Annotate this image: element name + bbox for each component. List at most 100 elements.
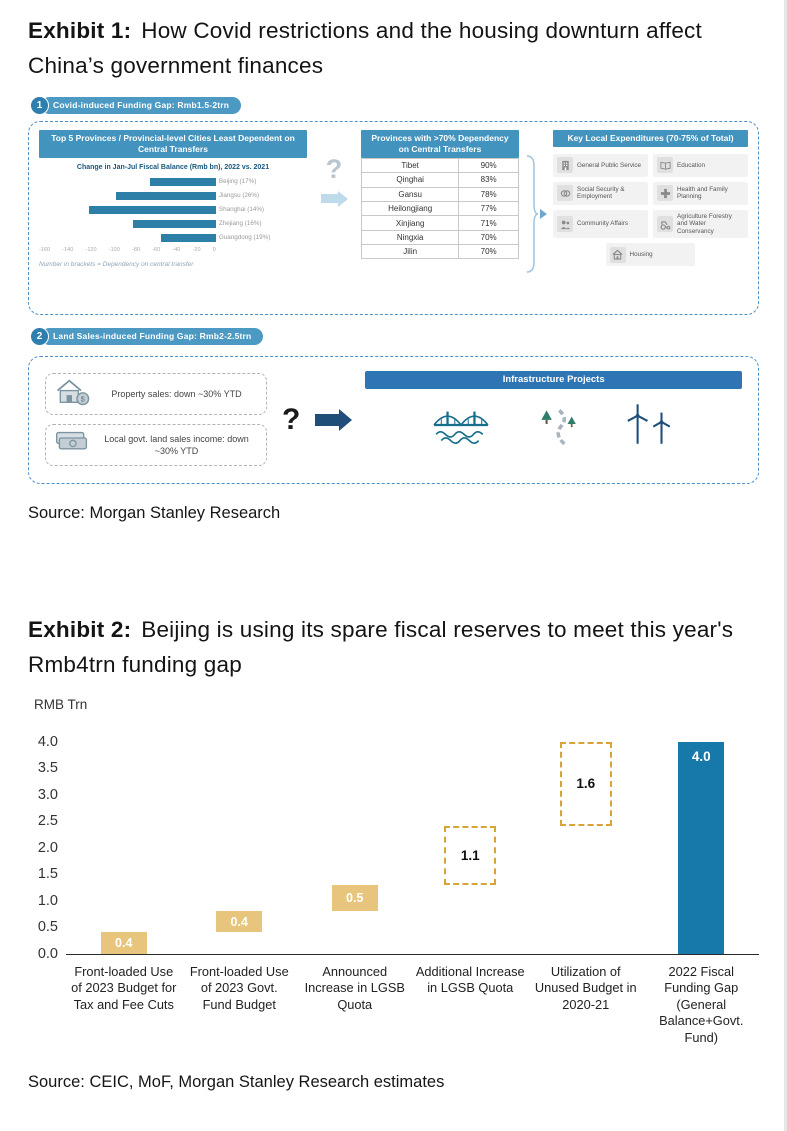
dependency-value: 78% (458, 186, 519, 202)
province-bar-row: Beijing (17%) (39, 175, 307, 189)
category-label: Front-loaded Use of 2023 Govt. Fund Budg… (189, 963, 289, 1012)
axis-tick: -80 (132, 246, 140, 253)
category-label: Utilization of Unused Budget in 2020-21 (534, 963, 637, 1012)
exhibit2-title: Exhibit 2: Beijing is using its spare fis… (28, 613, 759, 683)
scrollbar[interactable] (784, 0, 787, 1131)
dependency-value: 90% (458, 157, 519, 174)
table-row: Tibet 90% (360, 157, 519, 174)
mini-bar-chart: Beijing (17%) Jiangsu (26%) Shanghai (14%)… (39, 175, 307, 245)
category-label: 2022 Fiscal Funding Gap (General Balance… (659, 963, 744, 1046)
people-icon (557, 216, 573, 233)
bar-value-label: 0.4 (115, 935, 133, 950)
badge-1-label: Covid-induced Funding Gap: Rmb1.5-2trn (41, 96, 242, 114)
expenditure-label: Community Affairs (577, 220, 628, 228)
infrastructure-panel: Infrastructure Projects (365, 370, 742, 450)
province-name: Xinjiang (360, 215, 460, 231)
table-row: Ningxia 70% (360, 229, 519, 246)
province-bar-row: Guangdong (19%) (39, 231, 307, 245)
province-bar-row: Jiangsu (26%) (39, 189, 307, 203)
waterfall-bar-2: 0.4 (216, 911, 263, 933)
y-tick-label: 0.0 (37, 945, 58, 962)
question-mark-light: ? (325, 153, 343, 184)
province-bar (149, 177, 216, 186)
x-axis-baseline (66, 953, 759, 955)
dependency-value: 71% (458, 215, 519, 231)
exhibit1-label: Exhibit 1: (28, 18, 132, 43)
chart-column: 1.1 Additional Increase in LGSB Quota (413, 742, 529, 1047)
dependency-value: 77% (458, 200, 519, 217)
province-bar-row: Zhejiang (16%) (39, 217, 307, 231)
province-label: Guangdong (19%) (218, 234, 271, 242)
chart-column: 1.6 Utilization of Unused Budget in 2020-… (528, 741, 644, 1047)
building-icon (557, 157, 573, 174)
y-axis: 4.0 3.5 3.0 2.5 2.0 1.5 1.0 0.5 0.0 (28, 734, 66, 962)
covid-funding-gap-box: Top 5 Provinces / Provincial-level Citie… (28, 120, 759, 315)
exhibit1-title-text: How Covid restrictions and the housing d… (28, 18, 702, 78)
question-mark-dark: ? (282, 402, 301, 436)
badge-1-number: 1 (30, 95, 49, 115)
province-bar (132, 219, 216, 228)
y-tick-label: 4.0 (37, 733, 58, 750)
badge-2-number: 2 (30, 326, 49, 346)
province-bar (160, 233, 216, 242)
expenditure-label: General Public Service (577, 161, 642, 169)
dark-arrow-icon (315, 408, 353, 431)
province-name: Tibet (360, 157, 460, 174)
exhibit2-title-text: Beijing is using its spare fiscal reserv… (28, 616, 734, 677)
bar-value-label: 0.4 (230, 914, 248, 929)
expenditures-panel-header: Key Local Expenditures (70-75% of Total) (553, 129, 748, 147)
waterfall-bar-4: 1.1 (444, 826, 497, 885)
waterfall-bar-6: 4.0 (678, 741, 725, 954)
exhibit2-label: Exhibit 2: (28, 616, 132, 642)
y-tick-label: 2.0 (37, 839, 58, 856)
expenditures-panel: Key Local Expenditures (70-75% of Total)… (553, 129, 748, 267)
tractor-icon (657, 216, 673, 233)
bar-value-label: 1.1 (460, 847, 480, 863)
source-line-2: Source: CEIC, MoF, Morgan Stanley Resear… (28, 1072, 445, 1091)
exhibit1-title: Exhibit 1: How Covid restrictions and the… (28, 14, 759, 84)
chart-column: 0.4 Front-loaded Use of 2023 Govt. Fund B… (182, 742, 298, 1047)
chart-column: 0.5 Announced Increase in LGSB Quota (297, 742, 413, 1047)
waterfall-bar-1: 0.4 (100, 932, 147, 954)
province-bar-row: Shanghai (14%) (39, 203, 307, 217)
provinces-panel: Top 5 Provinces / Provincial-level Citie… (39, 129, 307, 268)
expenditure-item: Social Security & Employment (553, 181, 648, 205)
table-row: Xinjiang 71% (360, 215, 519, 231)
axis-tick: 0 (212, 246, 216, 253)
exhibit2-section: Exhibit 2: Beijing is using its spare fis… (28, 613, 759, 1092)
axis-tick: -140 (62, 246, 74, 253)
mini-chart-footnote: Number in brackets = Dependency on centr… (39, 260, 194, 268)
dependency-value: 70% (458, 229, 519, 246)
land-sales-item: $ Property sales: down ~30% YTD (45, 373, 267, 416)
bar-value-label: 1.6 (576, 776, 596, 792)
province-name: Qinghai (360, 172, 460, 188)
expenditure-item: Housing (605, 243, 696, 267)
table-row: Heilongjiang 77% (360, 200, 519, 217)
house-coin-icon: $ (54, 376, 90, 412)
category-label: Additional Increase in LGSB Quota (415, 963, 525, 996)
land-sales-label: Property sales: down ~30% YTD (111, 389, 242, 400)
province-label: Shanghai (14%) (218, 206, 265, 214)
expenditure-item: General Public Service (553, 153, 648, 177)
table-row: Qinghai 83% (360, 172, 519, 188)
axis-tick: -120 (85, 246, 97, 253)
province-name: Jilin (360, 244, 460, 260)
plot-area: 0.4 Front-loaded Use of 2023 Budget for T… (66, 741, 759, 1047)
exhibit2-chart: 4.0 3.5 3.0 2.5 2.0 1.5 1.0 0.5 0.0 0.4 Front-loa… (28, 734, 759, 1047)
axis-tick: -160 (39, 246, 51, 253)
dependency-table: Provinces with >70% Dependency on Centra… (360, 129, 519, 260)
dependency-value: 70% (458, 244, 519, 260)
book-icon (657, 157, 673, 174)
table-row: Jilin 70% (360, 244, 519, 260)
infrastructure-header: Infrastructure Projects (365, 370, 742, 389)
category-label: Announced Increase in LGSB Quota (304, 963, 405, 1012)
province-name: Heilongjiang (360, 200, 460, 217)
dependency-table-header: Provinces with >70% Dependency on Centra… (361, 129, 519, 158)
dependency-value: 83% (458, 172, 519, 188)
category-label: Front-loaded Use of 2023 Budget for Tax … (71, 963, 177, 1012)
y-tick-label: 2.5 (37, 813, 58, 829)
medical-cross-icon (657, 185, 673, 202)
badge-2-label: Land Sales-induced Funding Gap: Rmb2-2.5… (41, 327, 264, 345)
y-tick-label: 3.5 (37, 760, 58, 776)
